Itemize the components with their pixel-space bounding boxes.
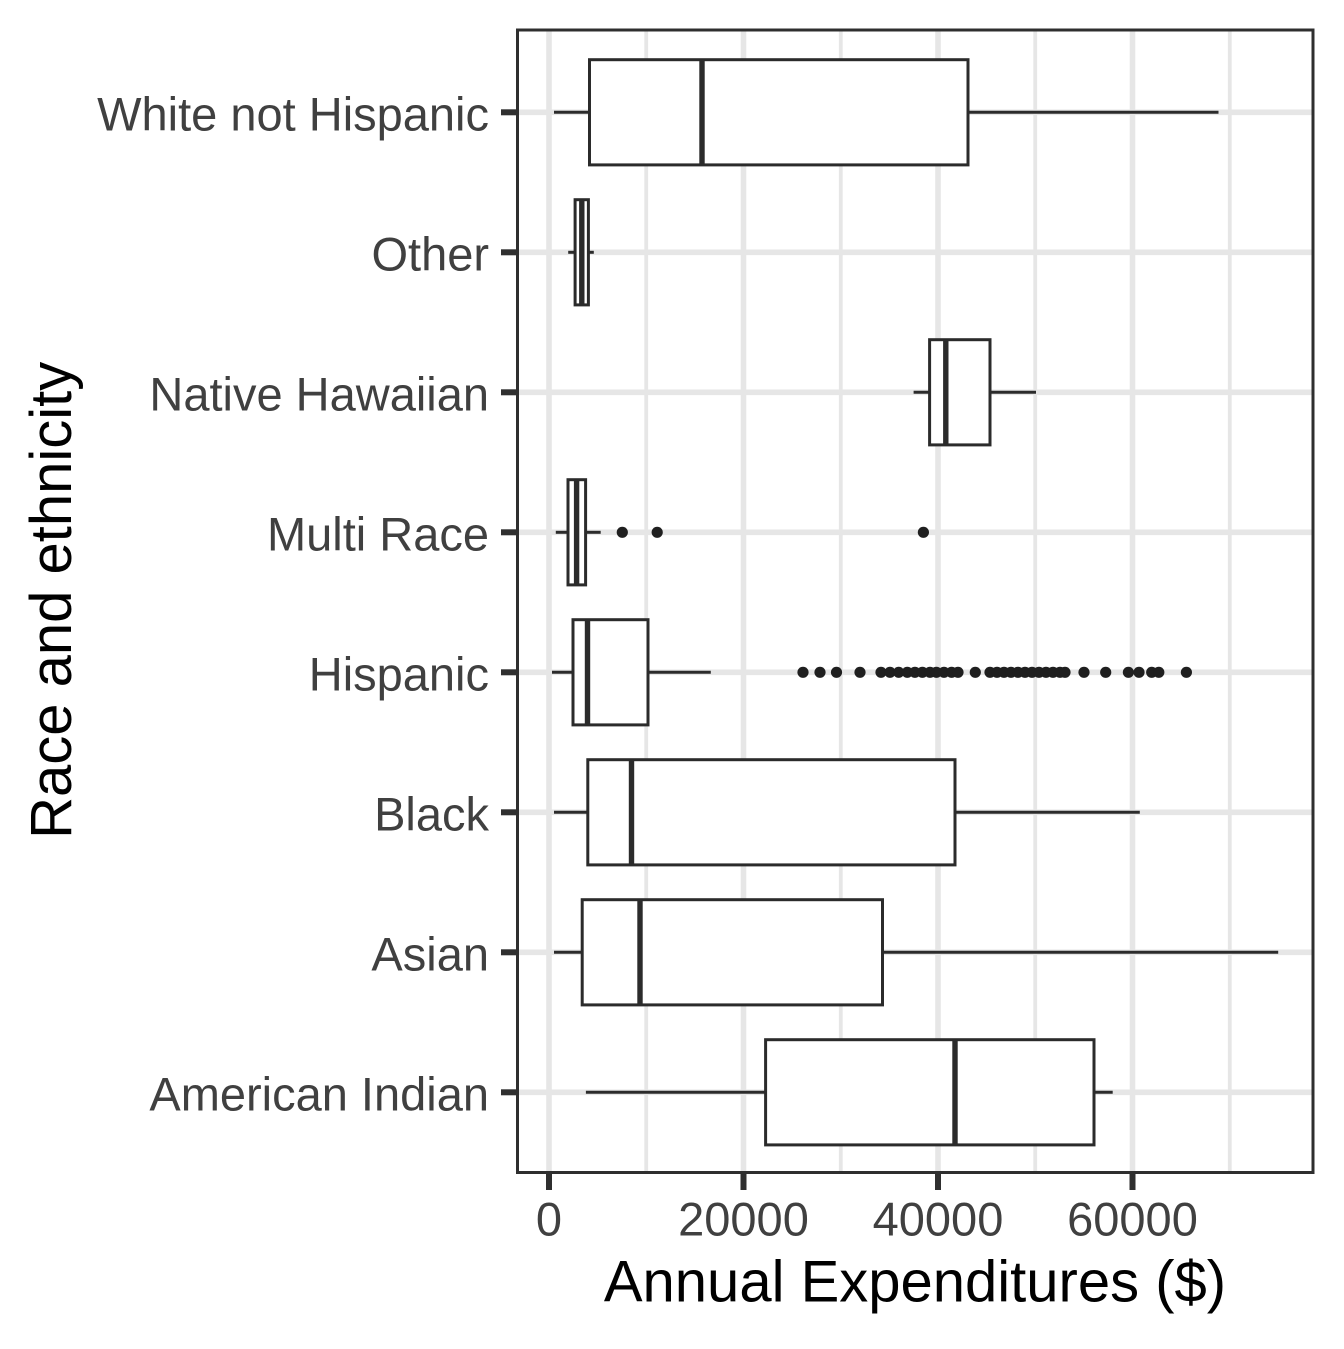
- svg-text:Multi Race: Multi Race: [267, 507, 489, 560]
- svg-text:American Indian: American Indian: [149, 1067, 489, 1120]
- svg-text:Race and ethnicity: Race and ethnicity: [19, 362, 84, 839]
- svg-text:40000: 40000: [873, 1193, 1004, 1246]
- svg-text:60000: 60000: [1067, 1193, 1198, 1246]
- svg-text:White not Hispanic: White not Hispanic: [97, 87, 489, 140]
- svg-text:Hispanic: Hispanic: [309, 647, 489, 700]
- svg-text:Black: Black: [374, 787, 489, 840]
- svg-text:Asian: Asian: [371, 927, 489, 980]
- svg-text:Annual Expenditures ($): Annual Expenditures ($): [604, 1250, 1226, 1315]
- svg-text:Other: Other: [371, 227, 489, 280]
- svg-text:20000: 20000: [678, 1193, 809, 1246]
- svg-text:0: 0: [536, 1193, 562, 1246]
- svg-text:Native Hawaiian: Native Hawaiian: [149, 367, 489, 420]
